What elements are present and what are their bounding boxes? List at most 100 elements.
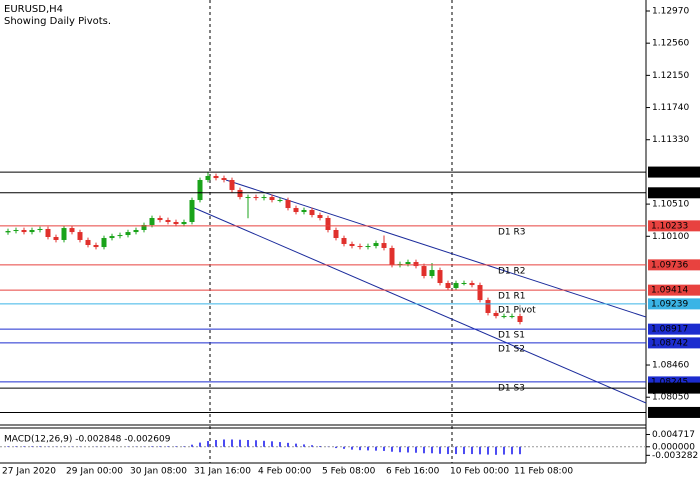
y-tick-label: 1.12560 — [652, 39, 689, 49]
candle-body — [309, 209, 315, 216]
level-label-box — [648, 337, 700, 349]
y-tick-label: 1.10100 — [652, 232, 689, 242]
level-label-box — [648, 382, 700, 394]
candle-body — [69, 228, 75, 233]
candle-body — [357, 246, 363, 248]
level-label-box — [648, 259, 700, 271]
candle-body — [413, 262, 419, 267]
level-label-box — [648, 323, 700, 335]
level-price-label: 1.07856 — [651, 408, 688, 418]
candle-body — [445, 282, 451, 289]
candle-body — [341, 238, 347, 244]
candle-body — [221, 178, 227, 181]
candle-body — [45, 228, 51, 237]
candle-body — [13, 230, 19, 232]
y-tick-label: 0.000000 — [652, 442, 695, 452]
candle-body — [85, 239, 91, 245]
y-tick-label: 0.004717 — [652, 430, 695, 440]
x-tick-label: 10 Feb 00:00 — [450, 467, 509, 477]
candle-body — [189, 200, 195, 222]
candle-body — [421, 266, 427, 277]
level-name: D1 R2 — [498, 266, 526, 276]
level-price-label: 1.08742 — [651, 338, 688, 348]
level-price-label: 1.09414 — [651, 286, 688, 296]
candle-body — [317, 215, 323, 218]
candle-body — [133, 230, 139, 233]
candle-body — [229, 180, 235, 190]
candle-body — [149, 217, 155, 225]
x-tick-label: 27 Jan 2020 — [2, 467, 56, 477]
candle-body — [125, 232, 131, 236]
candle-body — [477, 285, 483, 301]
level-label-box — [648, 220, 700, 232]
channel-line — [191, 206, 647, 404]
candle-body — [437, 270, 443, 283]
level-name: D1 R1 — [498, 292, 526, 302]
candle-body — [5, 231, 11, 233]
x-tick-label: 5 Feb 08:00 — [322, 467, 376, 477]
candle-body — [141, 224, 147, 231]
candle-body — [461, 282, 467, 284]
y-tick-label: 1.08460 — [652, 361, 689, 371]
candle-body — [285, 200, 291, 209]
candle-body — [349, 243, 355, 247]
level-label-box — [648, 376, 700, 388]
x-tick-label: 31 Jan 16:00 — [194, 467, 251, 477]
candle-body — [389, 247, 395, 266]
level-price-label: 1.08166 — [651, 384, 688, 394]
candle-body — [269, 197, 275, 201]
level-price-label: 1.10918 — [651, 168, 688, 178]
x-tick-label: 4 Feb 00:00 — [258, 467, 312, 477]
y-tick-label: 1.08050 — [652, 393, 689, 403]
candle-body — [77, 232, 83, 240]
level-label-box — [648, 298, 700, 310]
level-price-label: 1.09239 — [651, 299, 688, 309]
candle-body — [509, 316, 515, 318]
y-tick-label: 1.11740 — [652, 103, 689, 113]
level-label-box — [648, 187, 700, 199]
level-price-label: 1.08245 — [651, 377, 688, 387]
chart-subtitle: Showing Daily Pivots. — [4, 16, 111, 27]
candle-body — [53, 236, 59, 240]
level-label-box — [648, 284, 700, 296]
candle-body — [501, 316, 507, 318]
candle-body — [469, 282, 475, 286]
candle-body — [237, 189, 243, 198]
level-name: D1 R3 — [498, 227, 526, 237]
level-price-label: 1.08917 — [651, 325, 688, 335]
candle-body — [205, 175, 211, 181]
candle-body — [261, 197, 267, 199]
level-price-label: 1.10654 — [651, 188, 688, 198]
candle-body — [453, 282, 459, 289]
candle-body — [277, 200, 283, 202]
candle-body — [157, 217, 163, 221]
y-tick-label: 1.10510 — [652, 200, 689, 210]
candle-body — [93, 244, 99, 248]
candle-body — [117, 235, 123, 237]
level-label-box — [648, 406, 700, 418]
level-price-label: 1.10233 — [651, 221, 688, 231]
x-tick-label: 30 Jan 08:00 — [130, 467, 187, 477]
indicator-title: MACD(12,26,9) -0.002848 -0.002609 — [4, 435, 171, 445]
candle-body — [405, 262, 411, 264]
level-name: D1 S1 — [498, 331, 525, 341]
candle-body — [517, 316, 523, 323]
candle-body — [109, 236, 115, 239]
x-tick-label: 29 Jan 00:00 — [66, 467, 123, 477]
candle-body — [253, 197, 259, 199]
candle-body — [381, 243, 387, 248]
level-label-box — [648, 166, 700, 178]
candle-body — [37, 228, 43, 231]
candle-body — [325, 217, 331, 231]
candle-body — [493, 312, 499, 317]
candle-body — [301, 209, 307, 213]
candle-body — [165, 220, 171, 222]
y-tick-label: 1.12970 — [652, 6, 689, 16]
candle-body — [181, 221, 187, 225]
level-name: D1 S2 — [498, 344, 525, 354]
candle-body — [197, 180, 203, 201]
candle-body — [293, 208, 299, 213]
candle-body — [429, 270, 435, 277]
candle-body — [365, 246, 371, 248]
